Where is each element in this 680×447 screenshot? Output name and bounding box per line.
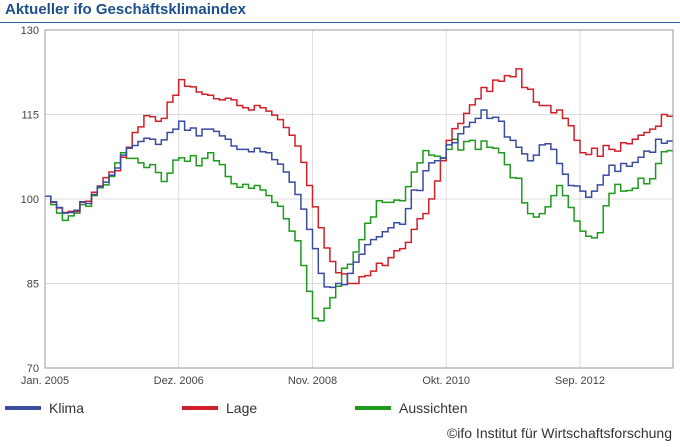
series-lines: [45, 68, 673, 322]
page-title: Aktueller ifo Geschäftsklimaindex: [5, 1, 246, 18]
x-tick-label: Jan. 2005: [21, 375, 69, 387]
x-tick-label: Sep. 2012: [555, 375, 605, 387]
line-chart: 70 85 100 115 130 Jan. 2005 Dez. 2006 Nov. 200…: [21, 25, 674, 387]
y-axis-labels: 70 85 100 115 130: [21, 25, 39, 375]
legend-swatch-klima: [5, 406, 41, 410]
legend-item-aussichten[interactable]: Aussichten: [355, 400, 467, 416]
legend-item-klima[interactable]: Klima: [5, 400, 84, 416]
y-tick-label: 85: [27, 279, 39, 291]
series-line-klima: [45, 109, 673, 289]
series-line-aussichten: [45, 138, 673, 322]
legend-label-lage: Lage: [226, 400, 258, 416]
legend-swatch-aussichten: [355, 406, 391, 410]
x-axis-labels: Jan. 2005 Dez. 2006 Nov. 2008 Okt. 2010 Sep.…: [21, 375, 605, 387]
legend-label-aussichten: Aussichten: [399, 400, 468, 416]
legend: Klima Lage Aussichten: [0, 400, 680, 422]
legend-swatch-lage: [182, 406, 218, 410]
series-line-lage: [45, 68, 673, 285]
y-tick-label: 130: [21, 25, 39, 37]
legend-label-klima: Klima: [49, 400, 85, 416]
title-divider: [0, 22, 680, 23]
x-tick-label: Nov. 2008: [288, 375, 337, 387]
y-tick-label: 115: [21, 110, 39, 122]
y-tick-label: 100: [21, 194, 39, 206]
legend-item-lage[interactable]: Lage: [182, 400, 257, 416]
x-tick-label: Dez. 2006: [154, 375, 204, 387]
copyright-notice: ©ifo Institut für Wirtschaftsforschung: [446, 425, 672, 441]
plot-frame: [44, 29, 674, 369]
y-tick-label: 70: [27, 363, 39, 375]
x-tick-label: Okt. 2010: [422, 375, 470, 387]
